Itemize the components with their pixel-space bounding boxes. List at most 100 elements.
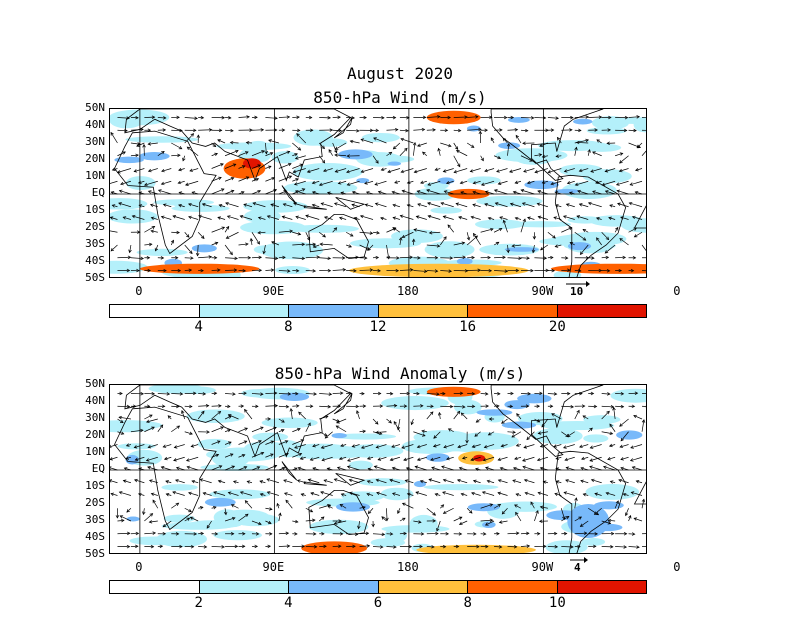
wind-vector (561, 405, 575, 409)
wind-vector (110, 456, 118, 461)
wind-vector (624, 508, 629, 517)
wind-vector (188, 215, 199, 220)
wind-vector (145, 418, 158, 424)
wind-vector (359, 505, 366, 510)
wind-vector (191, 191, 199, 195)
wind-vector (467, 391, 476, 396)
wind-vector (507, 545, 518, 549)
wind-vector (292, 242, 306, 247)
wind-vector (251, 404, 259, 409)
wind-vector (386, 115, 397, 120)
wind-vector (347, 456, 360, 462)
wind-vector (251, 150, 265, 157)
wind-vector (641, 150, 646, 156)
wind-vector (514, 216, 522, 221)
wind-vector (579, 444, 589, 448)
wind-vector (628, 391, 639, 396)
wind-vector (150, 229, 158, 234)
wind-vector (348, 478, 360, 484)
panel-2-title: 850-hPa Wind Anomaly (m/s) (274, 364, 526, 383)
wind-vector (615, 268, 623, 273)
wind-vector (148, 520, 158, 524)
wind-vector (163, 456, 172, 461)
wind-vector (265, 507, 273, 511)
wind-vector (619, 418, 629, 427)
wind-vector (305, 518, 316, 523)
shaded-speed-patch (423, 181, 449, 190)
wind-vector (618, 168, 629, 173)
wind-vector (318, 155, 326, 164)
wind-vector (157, 392, 171, 396)
wind-vector (160, 466, 172, 471)
wind-vector (225, 392, 236, 396)
wind-vector (547, 404, 554, 409)
wind-vector (502, 219, 508, 233)
wind-vector (374, 202, 387, 208)
wind-vector (138, 191, 145, 195)
wind-vector (511, 244, 522, 248)
wind-vector (615, 391, 625, 396)
wind-vector (601, 115, 612, 120)
shaded-speed-patch (567, 216, 604, 224)
wind-vector (251, 544, 259, 549)
wind-vector (165, 493, 172, 497)
wind-vector (252, 202, 266, 208)
wind-vector (415, 215, 427, 220)
wind-vector (319, 404, 332, 409)
wind-vector (326, 467, 333, 471)
wind-vector (446, 456, 454, 461)
wind-vector (576, 215, 589, 220)
wind-vector (426, 128, 436, 132)
wind-vector (229, 140, 239, 145)
wind-vector (125, 456, 132, 460)
wind-vector (399, 147, 408, 156)
wind-vector (515, 443, 522, 447)
wind-vector (292, 168, 306, 174)
wind-vector (520, 544, 531, 548)
wind-vector (565, 466, 575, 471)
panel-2-map-graphic (110, 385, 646, 553)
wind-vector (403, 456, 414, 462)
wind-vector (264, 142, 268, 155)
wind-vector (171, 153, 181, 158)
latitude-label: 10S (85, 203, 105, 216)
wind-vector (631, 215, 643, 220)
wind-vector (601, 255, 610, 260)
colorbar-swatch (289, 581, 379, 593)
wind-vector (298, 411, 307, 420)
wind-vector (110, 216, 118, 220)
shaded-speed-patch (380, 487, 414, 501)
wind-vector (110, 230, 118, 233)
wind-vector (480, 128, 489, 132)
wind-vector (357, 520, 361, 530)
wind-vector (494, 545, 503, 549)
wind-vector (339, 504, 347, 509)
wind-vector (144, 426, 155, 433)
wind-vector (587, 427, 593, 433)
wind-vector (268, 139, 279, 144)
wind-vector (245, 140, 253, 145)
wind-vector (318, 516, 325, 522)
wind-vector (270, 203, 279, 208)
wind-vector (474, 431, 481, 437)
wind-vector (117, 151, 126, 157)
wind-vector (238, 454, 246, 458)
wind-vector (224, 516, 236, 522)
shaded-speed-patch (426, 453, 450, 462)
wind-vector (472, 180, 481, 185)
colorbar-swatch (378, 581, 468, 593)
wind-vector (305, 422, 311, 432)
wind-vector (536, 202, 548, 208)
wind-vector (582, 493, 589, 497)
wind-vector (512, 190, 522, 195)
wind-vector (426, 392, 440, 396)
wind-vector (437, 411, 442, 420)
wind-vector (225, 256, 238, 261)
wind-vector (416, 190, 427, 195)
wind-vector (118, 202, 132, 208)
wind-vector (130, 268, 140, 273)
coastline (303, 481, 327, 486)
wind-vector (596, 139, 602, 144)
wind-vector (340, 493, 347, 497)
wind-vector (641, 498, 646, 509)
